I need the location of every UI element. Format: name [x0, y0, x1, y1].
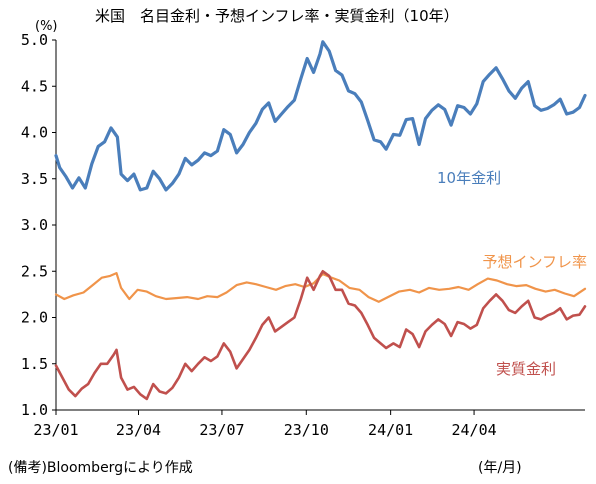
y-tick-label: 3.0 — [21, 216, 48, 234]
y-tick-label: 1.5 — [21, 355, 48, 373]
x-tick-label: 23/04 — [116, 421, 161, 439]
source-note: (備考)Bloombergにより作成 — [8, 460, 193, 476]
x-tick-label: 23/10 — [284, 421, 329, 439]
y-tick-label: 4.5 — [21, 77, 48, 95]
series-line-inflation-expectation — [54, 272, 587, 303]
y-tick-label: 2.0 — [21, 309, 48, 327]
y-tick-label: 3.5 — [21, 170, 48, 188]
chart-title: 米国 名目金利・予想インフレ率・実質金利（10年） — [95, 7, 459, 25]
y-tick-label: 5.0 — [21, 31, 48, 49]
x-axis: 23/01 23/04 23/07 23/10 24/01 24/04 — [33, 410, 497, 439]
series-line-real-rate — [54, 270, 587, 401]
x-tick-label: 23/07 — [199, 421, 244, 439]
y-axis: 5.0 4.5 4.0 3.5 3.0 2.5 2.0 1.5 1.0 — [21, 31, 56, 419]
series-label-nominal-10y: 10年金利 — [437, 169, 501, 187]
series-label-inflation-expectation: 予想インフレ率 — [482, 253, 587, 271]
y-tick-label: 1.0 — [21, 401, 48, 419]
plot-area — [55, 40, 585, 411]
series-lines — [54, 40, 587, 401]
x-axis-unit: (年/月) — [478, 460, 522, 476]
y-tick-label: 4.0 — [21, 124, 48, 142]
y-tick-label: 2.5 — [21, 262, 48, 280]
y-axis-unit: (%) — [35, 19, 58, 34]
x-tick-label: 23/01 — [33, 421, 78, 439]
series-line-nominal-10y — [54, 40, 587, 192]
x-tick-label: 24/01 — [368, 421, 413, 439]
x-tick-label: 24/04 — [451, 421, 496, 439]
series-label-real-rate: 実質金利 — [496, 360, 556, 378]
